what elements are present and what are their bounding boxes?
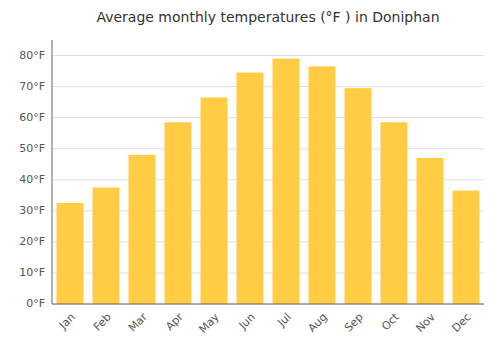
x-tick-label: Apr xyxy=(163,310,186,333)
y-axis-line xyxy=(52,40,53,304)
grid xyxy=(52,56,484,304)
bar xyxy=(93,188,120,304)
y-tick-label: 30°F xyxy=(19,204,45,217)
x-tick-label: Aug xyxy=(305,311,329,335)
y-axis: 0°F 10°F 20°F 30°F 40°F 50°F 60°F 70°F 80°F xyxy=(19,40,52,310)
y-tick-label: 40°F xyxy=(19,173,45,186)
x-axis-line xyxy=(52,304,484,305)
bars xyxy=(57,59,480,304)
grid-line xyxy=(52,304,484,305)
bar xyxy=(453,191,480,304)
y-tick-label: 60°F xyxy=(19,111,45,124)
grid-line xyxy=(52,117,484,118)
bar xyxy=(345,88,372,304)
y-tick-label: 20°F xyxy=(19,235,45,248)
x-tick-label: Dec xyxy=(450,311,474,335)
bar xyxy=(165,122,192,304)
bar xyxy=(57,203,84,304)
y-tick-label: 10°F xyxy=(19,266,45,279)
x-tick-label: Jan xyxy=(56,311,78,333)
x-tick-label: Nov xyxy=(413,310,438,335)
chart-svg: 0°F 10°F 20°F 30°F 40°F 50°F 60°F 70°F 80°F Jan Fe… xyxy=(0,0,500,350)
x-axis: Jan Feb Mar Apr May Jun Jul Aug Sep Oct Nov Dec xyxy=(52,304,484,336)
bar xyxy=(417,158,444,304)
chart-container: 0°F 10°F 20°F 30°F 40°F 50°F 60°F 70°F 80°F Jan Fe… xyxy=(0,0,500,350)
bar xyxy=(237,73,264,304)
grid-line xyxy=(52,148,484,149)
x-tick-label: Jun xyxy=(236,311,258,333)
bar xyxy=(129,155,156,304)
x-tick-label: Feb xyxy=(91,311,114,334)
x-tick-label: Jul xyxy=(274,311,293,330)
x-tick-label: Sep xyxy=(342,311,366,335)
title: Average monthly temperatures (°F ) in Do… xyxy=(96,9,439,25)
bar xyxy=(381,122,408,304)
x-tick-label: May xyxy=(196,310,222,336)
y-tick-label: 80°F xyxy=(19,49,45,62)
bar xyxy=(309,66,336,304)
y-tick-label: 50°F xyxy=(19,142,45,155)
grid-line xyxy=(52,86,484,87)
bar xyxy=(273,59,300,304)
x-tick-label: Mar xyxy=(126,310,150,334)
grid-line xyxy=(52,55,484,56)
y-tick-label: 70°F xyxy=(19,80,45,93)
bar xyxy=(201,97,228,304)
y-tick-label: 0°F xyxy=(26,297,45,310)
x-tick-label: Oct xyxy=(379,310,402,333)
